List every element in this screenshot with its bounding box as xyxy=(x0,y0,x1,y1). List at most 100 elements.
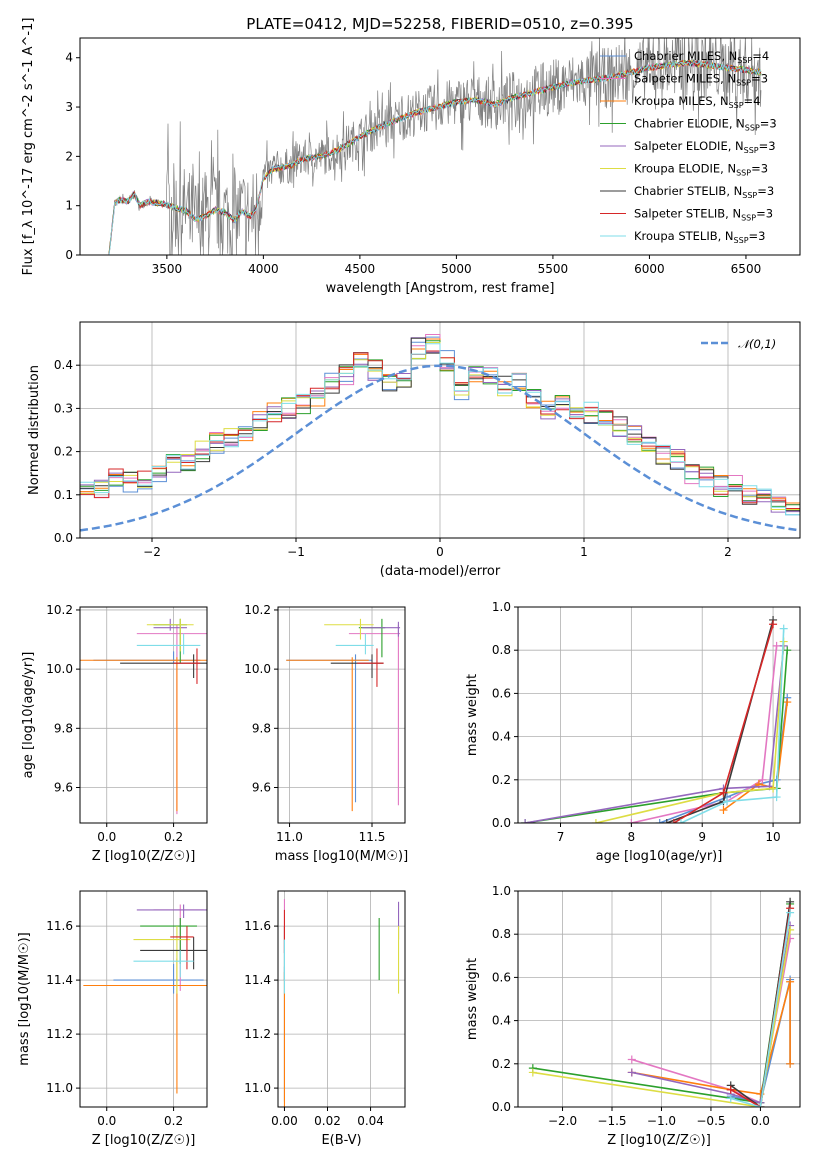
model-line-3 xyxy=(108,59,762,254)
y-tick-label: 11.2 xyxy=(46,1027,73,1041)
residual-legend: 𝒩(0,1) xyxy=(701,337,776,351)
y-tick-label: 0.8 xyxy=(492,643,511,657)
y-tick-label: 11.2 xyxy=(244,1027,271,1041)
x-tick-label: 0.2 xyxy=(164,1114,183,1128)
x-tick-label: 6000 xyxy=(634,262,665,276)
ticks-mass_vs_ebv: 0.00 0.02 0.04 11.0 11.2 11.4 11.6 xyxy=(244,919,384,1128)
y-tick-label: 0.6 xyxy=(492,686,511,700)
plot-area-mass_vs_Z xyxy=(83,904,207,1094)
histogram-step-0 xyxy=(80,336,800,516)
weight-marker xyxy=(528,1068,537,1077)
legend-entry: Salpeter ELODIE, NSSP=3 xyxy=(634,139,776,155)
weight-marker xyxy=(783,698,792,707)
errorbar-point-3 xyxy=(140,918,197,964)
y-axis-label: Normed distribution xyxy=(27,365,42,495)
weight-marker xyxy=(772,641,781,650)
weight-marker xyxy=(627,1068,636,1077)
y-axis-label: mass weight xyxy=(465,958,480,1040)
y-tick-label: 0.2 xyxy=(492,1057,511,1071)
model-line-4 xyxy=(108,60,762,255)
x-tick-label: 0.00 xyxy=(271,1114,298,1128)
errorbar-point-8 xyxy=(133,950,194,978)
errorbar-point-4 xyxy=(362,621,401,637)
y-tick-label: 0.2 xyxy=(54,445,73,459)
model-line-1 xyxy=(108,60,762,255)
weight-marker xyxy=(779,624,788,633)
weight-line-8 xyxy=(730,912,791,1107)
weight-marker xyxy=(627,1055,636,1064)
y-tick-label: 11.4 xyxy=(46,973,73,987)
errorbar-point-6 xyxy=(330,654,384,679)
chart-title: PLATE=0412, MJD=52258, FIBERID=0510, z=0… xyxy=(246,15,633,33)
ticks-weight_vs_Z: −2.0 −1.5 −1.0 −0.5 0.0 0.0 0.2 0.4 0.6 0.8 1.0 xyxy=(492,884,770,1128)
weight-marker xyxy=(756,1103,765,1107)
panel-weight_vs_age: 7 8 9 10 0.0 0.2 0.4 0.6 0.8 1.0 age [log10(age/yr… xyxy=(465,600,801,864)
weight-marker xyxy=(769,784,778,793)
y-tick-label: 10.0 xyxy=(46,662,73,676)
x-axis-label: E(B-V) xyxy=(321,1133,361,1148)
legend-entry: Kroupa STELIB, NSSP=3 xyxy=(634,229,765,245)
errorbar-point-8 xyxy=(136,633,201,655)
normal-curve xyxy=(80,364,800,532)
histogram-step-2 xyxy=(80,338,800,516)
y-tick-label: 11.6 xyxy=(46,919,73,933)
weight-marker xyxy=(723,797,732,806)
legend-entry: Chabrier STELIB, NSSP=3 xyxy=(634,184,774,200)
x-tick-label: 4500 xyxy=(345,262,376,276)
weight-marker xyxy=(662,819,671,823)
x-tick-label: 3500 xyxy=(152,262,183,276)
errorbar-point-7 xyxy=(170,926,194,970)
weight-marker xyxy=(719,788,728,797)
spectrum-legend: Chabrier MILES, NSSP=4 Salpeter MILES, NS… xyxy=(600,49,777,245)
errorbar-point-2 xyxy=(80,657,207,812)
axes-frame xyxy=(277,890,406,1108)
weight-marker xyxy=(758,775,767,784)
x-tick-label: −1.5 xyxy=(597,1114,626,1128)
x-tick-label: 5500 xyxy=(538,262,569,276)
legend-entry: Salpeter MILES, NSSP=3 xyxy=(634,72,768,88)
x-tick-label: 0.2 xyxy=(164,830,183,844)
x-axis-label: Z [log10(Z/Z☉)] xyxy=(92,1133,196,1148)
x-tick-label: −1.0 xyxy=(647,1114,676,1128)
y-tick-label: 1 xyxy=(65,199,73,213)
legend-entry: Chabrier MILES, NSSP=4 xyxy=(634,49,769,65)
plot-area-age_vs_Z xyxy=(80,618,207,815)
y-tick-label: 0.4 xyxy=(492,730,511,744)
x-tick-label: −2.0 xyxy=(548,1114,577,1128)
panel-mass_vs_ebv: 0.00 0.02 0.04 11.0 11.2 11.4 11.6 E(B-V) xyxy=(244,890,406,1148)
x-axis-label: wavelength [Angstrom, rest frame] xyxy=(326,281,555,296)
weight-marker xyxy=(521,819,530,823)
panel-mass_vs_Z: 0.0 0.2 11.0 11.2 11.4 11.6 Z [log10(Z/Z☉)] mas… xyxy=(17,890,208,1148)
axes-frame xyxy=(79,321,801,539)
weight-marker xyxy=(769,620,778,629)
x-tick-label: 5000 xyxy=(441,262,472,276)
x-tick-label: 0.02 xyxy=(314,1114,341,1128)
errorbar-point-0 xyxy=(93,651,201,664)
weight-line-4 xyxy=(524,645,785,823)
axes-frame xyxy=(79,890,208,1108)
errorbar-point-7 xyxy=(357,648,384,687)
model-line-7 xyxy=(108,59,762,255)
y-tick-label: 10.2 xyxy=(46,603,73,617)
weight-marker xyxy=(719,806,728,815)
legend-entry: Chabrier ELODIE, NSSP=3 xyxy=(634,117,777,133)
y-tick-label: 0.0 xyxy=(54,531,73,545)
y-tick-label: 0.3 xyxy=(54,401,73,415)
panel-age_vs_mass: 11.0 11.5 9.6 9.8 10.0 10.2 mass [log10(M/M☉)] xyxy=(244,603,408,864)
ticks-spectrum: 3500 4000 4500 5000 5500 6000 6500 0 1 2 3 4 xyxy=(65,51,761,276)
y-tick-label: 0.1 xyxy=(54,488,73,502)
y-tick-label: 11.0 xyxy=(46,1081,73,1095)
y-tick-label: 0.6 xyxy=(492,970,511,984)
y-tick-label: 0.0 xyxy=(492,816,511,830)
x-tick-label: 4000 xyxy=(248,262,279,276)
y-tick-label: 1.0 xyxy=(492,600,511,614)
x-tick-label: 0.0 xyxy=(751,1114,770,1128)
weight-marker xyxy=(726,1094,735,1103)
x-tick-label: 7 xyxy=(557,830,565,844)
histogram-step-3 xyxy=(80,340,800,512)
y-tick-label: 0.4 xyxy=(54,358,73,372)
y-tick-label: 9.6 xyxy=(54,780,73,794)
y-axis-label: age [log10(age/yr)] xyxy=(21,652,36,779)
plot-area-age_vs_mass xyxy=(286,618,401,812)
